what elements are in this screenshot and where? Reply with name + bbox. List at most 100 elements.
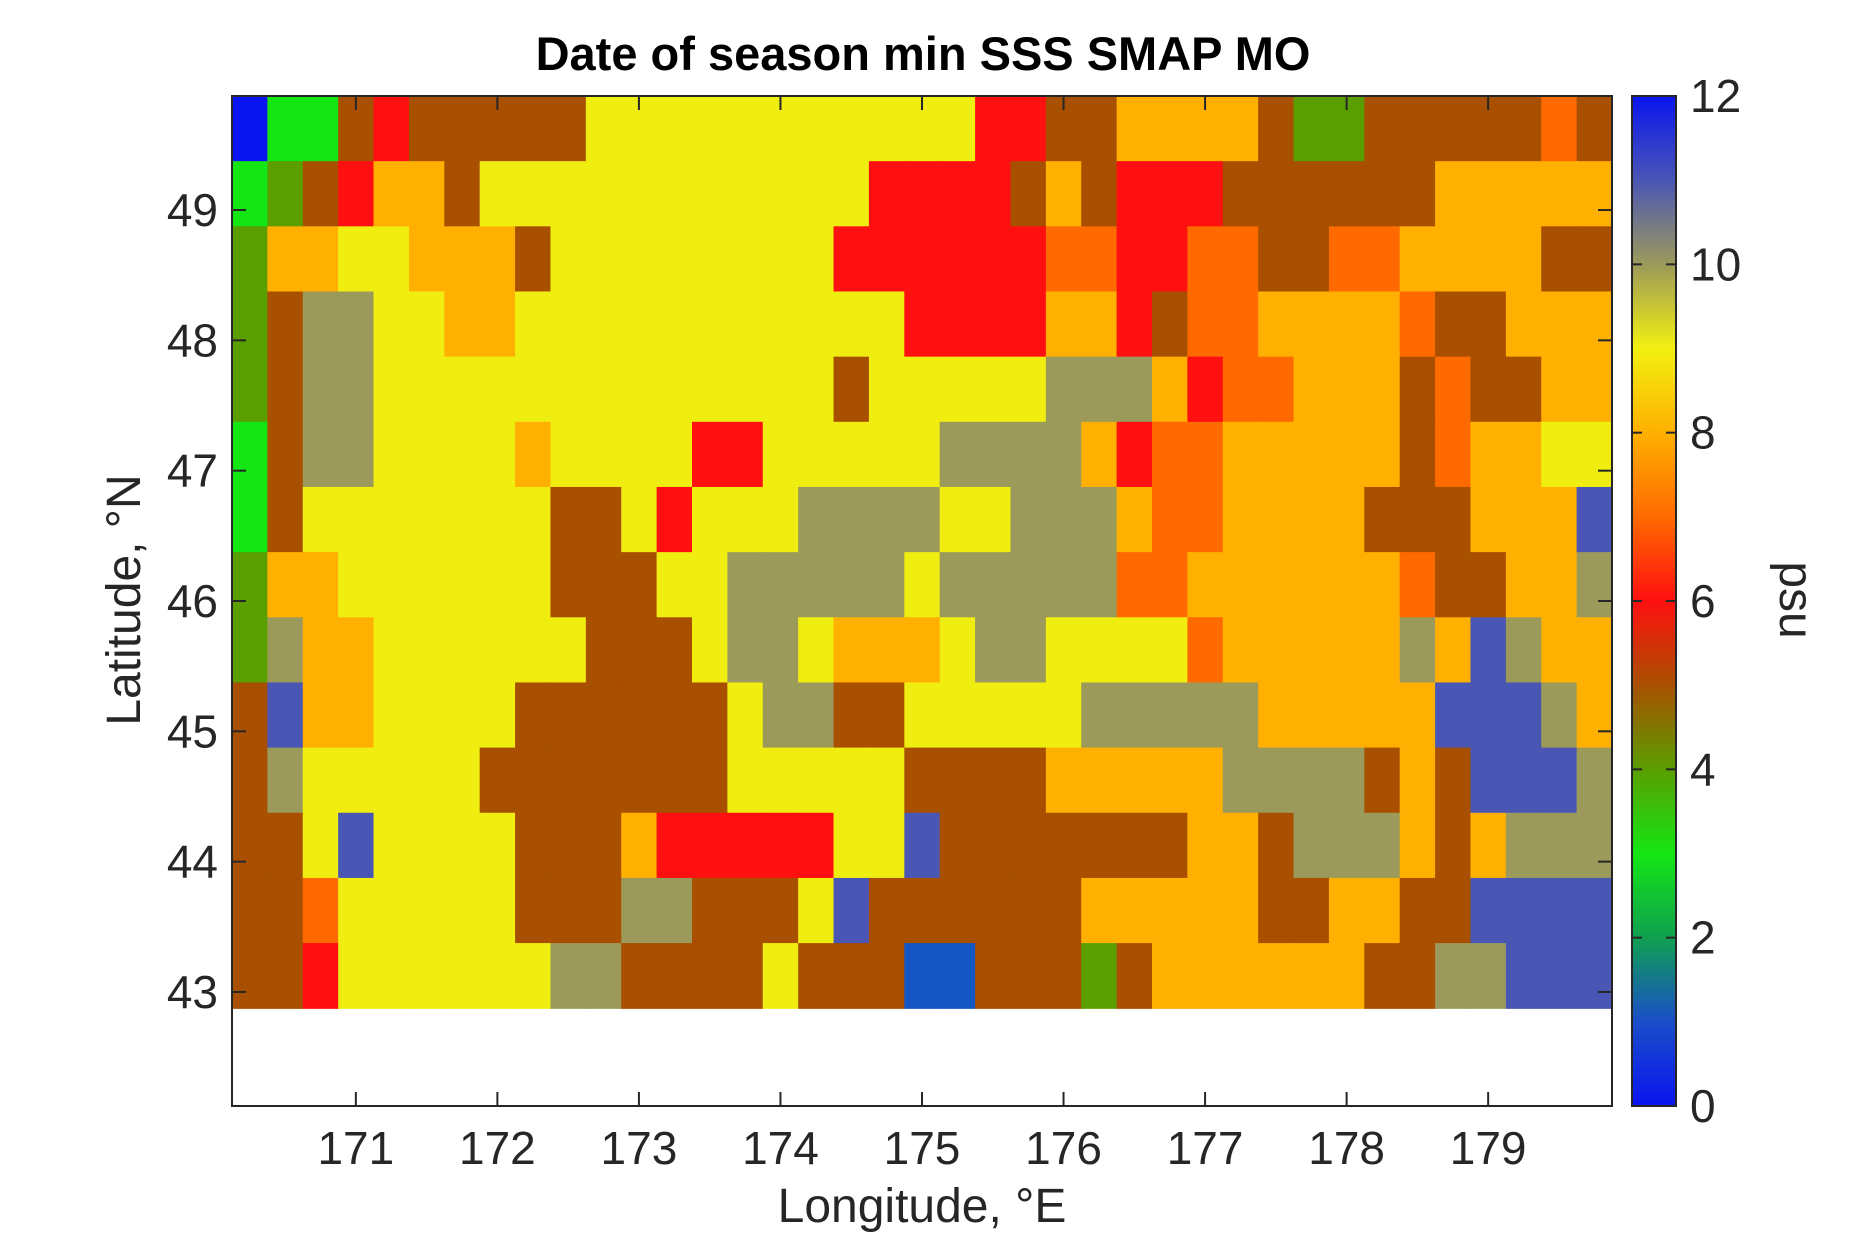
heatmap-cell: [1045, 161, 1082, 227]
heatmap-cell: [621, 161, 658, 227]
heatmap-cell: [1010, 552, 1047, 618]
heatmap-cell: [975, 226, 1012, 293]
x-tick-label: 177: [1167, 1122, 1244, 1174]
heatmap-cell: [656, 943, 693, 1009]
heatmap-cell: [232, 291, 268, 358]
heatmap-cell: [585, 617, 622, 684]
heatmap-cell: [1328, 877, 1365, 944]
heatmap-cell: [408, 747, 445, 814]
heatmap-cell: [762, 226, 799, 293]
heatmap-cell: [267, 356, 304, 423]
heatmap-cell: [798, 421, 835, 488]
heatmap-cell: [515, 226, 552, 293]
heatmap-cell: [1116, 552, 1153, 618]
heatmap-cell: [444, 877, 481, 944]
heatmap-cell: [550, 421, 587, 488]
heatmap-cell: [444, 747, 481, 814]
heatmap-cell: [302, 812, 339, 879]
heatmap-cell: [1435, 486, 1472, 553]
heatmap-cell: [1399, 943, 1436, 1009]
y-tick-label: 43: [167, 966, 218, 1018]
heatmap-cell: [1541, 421, 1578, 488]
heatmap-cell: [1505, 161, 1542, 227]
heatmap-cell: [1541, 617, 1578, 684]
heatmap-cell: [479, 291, 516, 358]
heatmap-cell: [1187, 552, 1224, 618]
heatmap-cell: [550, 747, 587, 814]
heatmap-cell: [373, 552, 410, 618]
heatmap-cell: [1505, 812, 1542, 879]
heatmap-cell: [1470, 421, 1507, 488]
heatmap-cell: [904, 421, 941, 488]
heatmap-cell: [1187, 161, 1224, 227]
heatmap-cell: [1364, 877, 1401, 944]
heatmap-cell: [1116, 747, 1153, 814]
heatmap-cell: [1435, 291, 1472, 358]
heatmap-cell: [1399, 812, 1436, 879]
heatmap-cell: [939, 877, 976, 944]
heatmap-cell: [762, 356, 799, 423]
heatmap-cell: [1470, 552, 1507, 618]
heatmap-cell: [1010, 486, 1047, 553]
heatmap-cell: [585, 356, 622, 423]
heatmap-cell: [1470, 486, 1507, 553]
heatmap-cell: [762, 421, 799, 488]
heatmap-cell: [515, 96, 552, 162]
heatmap-cell: [692, 747, 728, 814]
heatmap-cell: [1328, 552, 1365, 618]
heatmap-cell: [338, 552, 375, 618]
heatmap-cell: [1010, 291, 1047, 358]
heatmap-cell: [621, 226, 658, 293]
heatmap-cell: [408, 943, 445, 1009]
heatmap-cell: [1364, 552, 1401, 618]
heatmap-cell: [373, 877, 410, 944]
heatmap-cell: [1328, 421, 1365, 488]
heatmap-cell: [1576, 682, 1613, 749]
heatmap-cell: [1010, 812, 1047, 879]
heatmap-cell: [1576, 291, 1613, 358]
heatmap-cell: [408, 682, 445, 749]
heatmap-cell: [798, 943, 835, 1009]
heatmap-cell: [1222, 421, 1259, 488]
heatmap-cell: [373, 747, 410, 814]
heatmap-cell: [833, 747, 870, 814]
colorbar-tick-label: 0: [1690, 1080, 1716, 1132]
heatmap-cell: [338, 617, 375, 684]
heatmap-cell: [1364, 226, 1401, 293]
heatmap-cell: [1045, 552, 1082, 618]
heatmap-cell: [1222, 682, 1259, 749]
heatmap-cell: [232, 486, 268, 553]
heatmap-cell: [1152, 812, 1188, 879]
heatmap-cell: [302, 161, 339, 227]
heatmap-cell: [727, 812, 764, 879]
heatmap-cell: [1541, 226, 1578, 293]
heatmap-cell: [727, 943, 764, 1009]
heatmap-cell: [904, 877, 941, 944]
heatmap-cell: [868, 226, 905, 293]
heatmap-cell: [1116, 682, 1153, 749]
heatmap-cell: [975, 161, 1012, 227]
heatmap-cell: [479, 161, 516, 227]
heatmap-cell: [515, 682, 552, 749]
heatmap-cell: [1470, 943, 1507, 1009]
heatmap-cell: [1293, 617, 1330, 684]
heatmap-cell: [1293, 486, 1330, 553]
x-axis-label: Longitude, °E: [778, 1180, 1067, 1233]
heatmap-cell: [479, 226, 516, 293]
heatmap-cell: [1364, 291, 1401, 358]
heatmap-cell: [444, 552, 481, 618]
heatmap-cell: [373, 96, 410, 162]
heatmap-cell: [1081, 226, 1118, 293]
heatmap-cell: [1505, 421, 1542, 488]
heatmap-cell: [302, 617, 339, 684]
heatmap-cell: [1045, 291, 1082, 358]
heatmap-cell: [1258, 682, 1295, 749]
heatmap-cell: [232, 682, 268, 749]
colorbar-tick-label: 8: [1690, 407, 1716, 459]
heatmap-cell: [1258, 161, 1295, 227]
colorbar-tick-label: 12: [1690, 70, 1741, 122]
heatmap-cell: [975, 617, 1012, 684]
heatmap-cell: [1470, 812, 1507, 879]
heatmap-cell: [939, 812, 976, 879]
heatmap-cell: [1293, 421, 1330, 488]
